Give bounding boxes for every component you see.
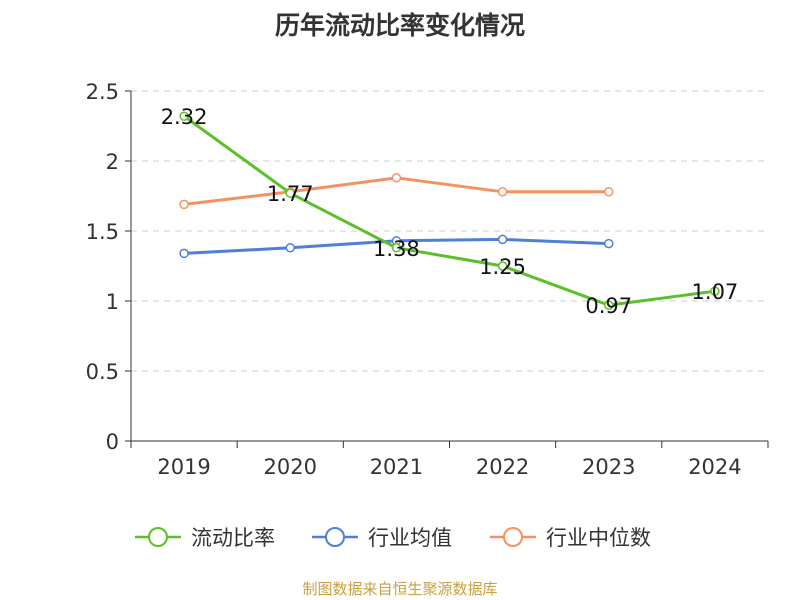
source-note: 制图数据来自恒生聚源数据库 [302, 580, 498, 598]
legend-marker-2 [503, 527, 523, 547]
legend-item-2[interactable]: 行业中位数 [490, 526, 651, 550]
point-0-2020 [285, 188, 295, 198]
legend-item-1[interactable]: 行业均值 [312, 526, 452, 550]
point-0-2022 [497, 261, 508, 271]
point-2-2019 [179, 199, 189, 210]
point-0-2024 [710, 286, 720, 296]
point-1-2023 [604, 238, 614, 249]
data-label-2023: 0.97 [585, 294, 632, 318]
legend-label-1: 行业均值 [368, 526, 452, 550]
x-tick-label-2020: 2020 [264, 455, 317, 479]
chart-title: 历年流动比率变化情况 [274, 11, 525, 40]
data-label-2024: 1.07 [692, 280, 739, 304]
x-tick-label-2023: 2023 [582, 455, 635, 479]
point-2-2021 [391, 173, 402, 183]
point-0-2019 [179, 111, 189, 121]
y-tick-label-3: 1.5 [86, 220, 119, 244]
grid-lines [131, 90, 768, 372]
legend-item-0[interactable]: 流动比率 [135, 526, 275, 550]
y-tick-label-5: 2.5 [86, 80, 119, 104]
y-tick-label-0: 0 [106, 430, 119, 454]
legend-label-2: 行业中位数 [546, 526, 651, 550]
y-tick-label-2: 1 [106, 290, 119, 314]
point-1-2019 [179, 248, 189, 259]
legend-label-0: 流动比率 [191, 526, 275, 550]
legend-marker-0 [148, 527, 168, 547]
legend-marker-1 [325, 527, 345, 547]
data-label-2022: 1.25 [479, 255, 526, 279]
y-tick-label-4: 2 [106, 150, 119, 174]
y-tick-label-1: 0.5 [86, 360, 119, 384]
point-2-2023 [604, 187, 614, 197]
data-label-2020: 1.77 [267, 182, 314, 206]
point-0-2021 [391, 243, 402, 253]
x-tick-label-2024: 2024 [688, 455, 741, 479]
legend[interactable]: 流动比率 行业均值 行业中位数 [135, 526, 651, 550]
series-lines [179, 111, 720, 310]
point-1-2020 [285, 243, 295, 253]
point-1-2022 [497, 234, 508, 245]
x-tick-label-2019: 2019 [157, 455, 210, 479]
point-2-2022 [497, 187, 508, 197]
data-labels: 2.32 1.77 1.38 1.25 0.97 1.07 [161, 105, 739, 318]
point-0-2023 [604, 300, 614, 310]
data-label-2021: 1.38 [373, 237, 420, 261]
axes: 0 0.5 1 1.5 2 2.5 2019 2020 2021 2022 2023 2024 [86, 80, 769, 479]
data-label-2019: 2.32 [161, 105, 208, 129]
x-tick-label-2021: 2021 [370, 455, 423, 479]
x-tick-label-2022: 2022 [476, 455, 529, 479]
series-line-0 [183, 114, 716, 307]
